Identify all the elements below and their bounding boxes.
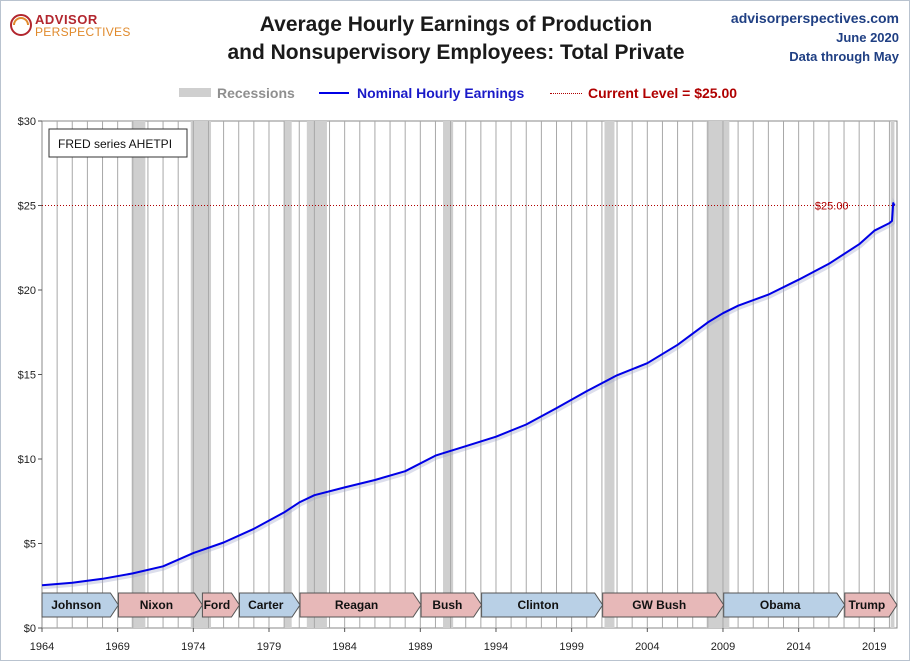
- recession-band-6: [706, 121, 730, 628]
- x-tick-label-3: 1979: [257, 641, 281, 653]
- x-tick-label-7: 1999: [559, 641, 583, 653]
- recession-band-5: [604, 121, 615, 628]
- recession-band-0: [131, 121, 146, 628]
- president-term-2: [201, 592, 241, 618]
- x-tick-label-5: 1989: [408, 641, 432, 653]
- legend-item-recessions: Recessions: [179, 83, 299, 103]
- recession-band-1: [190, 121, 212, 628]
- x-tick-label-6: 1994: [484, 641, 508, 653]
- x-tick-label-1: 1969: [105, 641, 129, 653]
- x-tick-label-4: 1984: [332, 641, 356, 653]
- series-shadow-0: [42, 197, 898, 590]
- advisor-perspectives-logo: ADVISOR PERSPECTIVES: [9, 9, 179, 43]
- recession-band-7: [890, 121, 895, 628]
- president-label-9: Trump: [849, 598, 886, 612]
- legend-swatch-current: [550, 93, 582, 94]
- president-term-7: [602, 592, 725, 618]
- legend-label-series: Nominal Hourly Earnings: [357, 85, 525, 101]
- chart-title-line1: Average Hourly Earnings of Production: [259, 13, 653, 36]
- legend-item-current: Current Level = $25.00: [550, 83, 770, 103]
- logo-text-perspectives: PERSPECTIVES: [35, 25, 131, 39]
- series-line-0: [41, 202, 896, 587]
- legend-swatch-series: [319, 92, 349, 94]
- y-tick-label-1: $5: [24, 539, 36, 551]
- president-label-7: GW Bush: [632, 598, 686, 612]
- president-label-5: Bush: [432, 598, 462, 612]
- president-term-3: [238, 592, 301, 618]
- x-tick-label-9: 2009: [711, 641, 735, 653]
- chart-title: Average Hourly Earnings of Production an…: [191, 11, 721, 67]
- president-term-5: [420, 592, 483, 618]
- president-term-8: [723, 592, 846, 618]
- x-tick-label-0: 1964: [30, 641, 54, 653]
- president-term-9: [844, 592, 898, 618]
- plot-background: [41, 120, 898, 629]
- x-tick-label-10: 2014: [786, 641, 810, 653]
- president-term-4: [299, 592, 422, 618]
- president-term-0: [41, 592, 120, 618]
- note-box: [48, 128, 188, 158]
- x-tick-label-8: 2004: [635, 641, 659, 653]
- y-tick-label-6: $30: [18, 116, 36, 128]
- publish-date: June 2020: [836, 30, 899, 45]
- president-label-1: Nixon: [140, 598, 173, 612]
- legend-label-current: Current Level = $25.00: [588, 85, 738, 101]
- data-through: Data through May: [789, 49, 899, 64]
- recession-band-3: [306, 121, 327, 628]
- x-tick-label-11: 2019: [862, 641, 886, 653]
- y-tick-label-4: $20: [18, 285, 36, 297]
- president-term-6: [481, 592, 604, 618]
- logo-globe-icon: [10, 14, 32, 36]
- legend-swatch-recessions: [179, 88, 211, 97]
- president-label-3: Carter: [248, 598, 284, 612]
- president-label-6: Clinton: [517, 598, 558, 612]
- chart-legend: Recessions Nominal Hourly Earnings Curre…: [1, 83, 909, 103]
- y-tick-label-2: $10: [18, 454, 36, 466]
- note-text: FRED series AHETPI: [58, 137, 172, 151]
- source-info: advisorperspectives.com June 2020 Data t…: [731, 9, 899, 66]
- y-tick-label-3: $15: [18, 370, 36, 382]
- legend-label-recessions: Recessions: [217, 85, 295, 101]
- source-site: advisorperspectives.com: [730, 10, 899, 26]
- x-tick-label-2: 1974: [181, 641, 205, 653]
- chart-title-line2: and Nonsupervisory Employees: Total Priv…: [227, 41, 685, 64]
- president-label-4: Reagan: [335, 598, 378, 612]
- recession-band-4: [443, 121, 454, 628]
- recession-band-2: [284, 121, 292, 628]
- president-term-1: [117, 592, 204, 618]
- current-level-label: $25.00: [815, 201, 849, 213]
- president-label-0: Johnson: [51, 598, 101, 612]
- logo-text-advisor: ADVISOR: [35, 12, 98, 27]
- y-tick-label-0: $0: [24, 623, 36, 635]
- president-label-8: Obama: [760, 598, 801, 612]
- president-label-2: Ford: [204, 598, 231, 612]
- legend-item-series: Nominal Hourly Earnings: [319, 83, 539, 103]
- y-tick-label-5: $25: [18, 201, 36, 213]
